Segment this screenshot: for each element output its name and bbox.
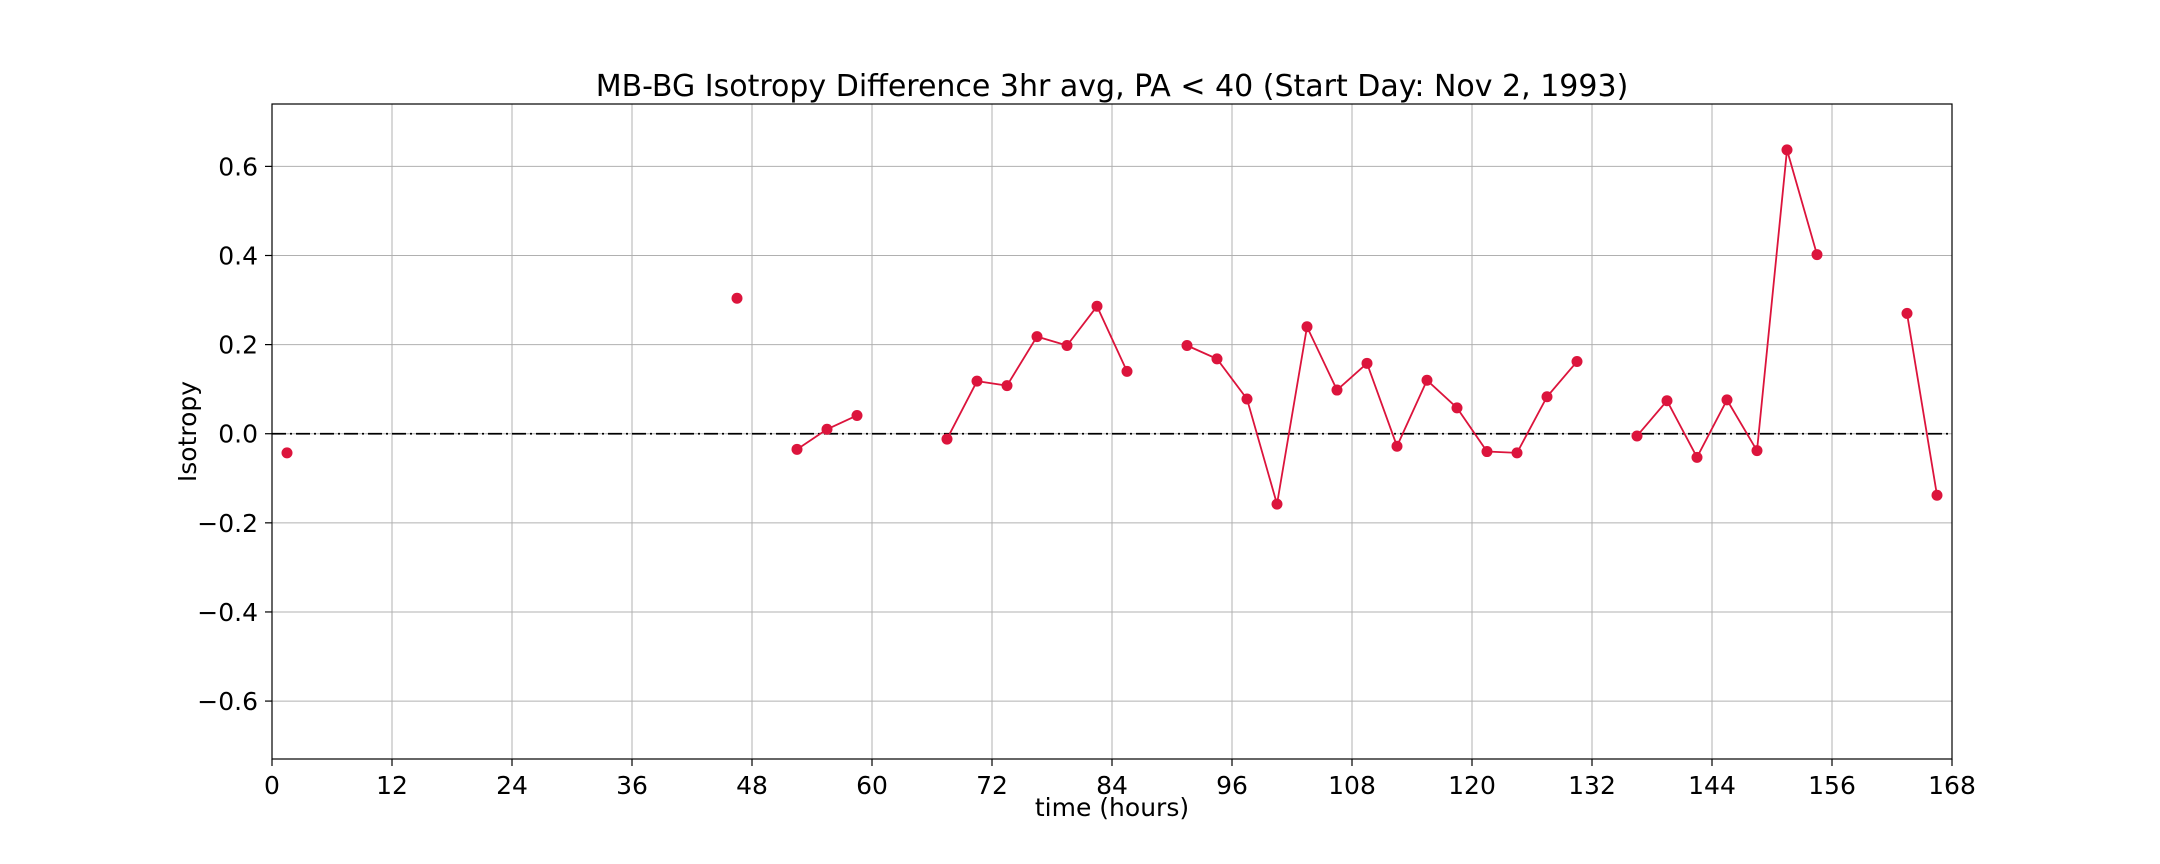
data-point bbox=[851, 409, 863, 421]
data-point bbox=[1901, 307, 1913, 319]
data-point bbox=[1241, 393, 1253, 405]
data-point bbox=[1391, 440, 1403, 452]
y-tick-label: −0.4 bbox=[197, 598, 258, 627]
series-line-segment bbox=[1636, 149, 1818, 460]
x-axis-ticks: 0 12 24 36 48 60 72 84 96 108 120 132 144 156 168 bbox=[264, 759, 1976, 800]
y-axis-title: Isotropy bbox=[173, 381, 202, 482]
x-tick-label: 120 bbox=[1448, 771, 1496, 800]
x-tick-label: 36 bbox=[616, 771, 648, 800]
x-tick-label: 24 bbox=[496, 771, 528, 800]
x-tick-label: 48 bbox=[736, 771, 768, 800]
data-point bbox=[1541, 391, 1553, 403]
series-line-segment bbox=[946, 304, 1128, 440]
data-point bbox=[1331, 384, 1343, 396]
data-point bbox=[1271, 498, 1283, 510]
data-point bbox=[1931, 489, 1943, 501]
data-point bbox=[1781, 144, 1793, 156]
data-point bbox=[1691, 451, 1703, 463]
data-point bbox=[1001, 380, 1013, 392]
x-tick-label: 72 bbox=[976, 771, 1008, 800]
x-tick-label: 0 bbox=[264, 771, 280, 800]
y-tick-label: 0.6 bbox=[218, 152, 258, 181]
y-axis-ticks: −0.6 −0.4 −0.2 0.0 0.2 0.4 0.6 bbox=[197, 152, 272, 716]
x-tick-label: 144 bbox=[1688, 771, 1736, 800]
x-tick-label: 132 bbox=[1568, 771, 1616, 800]
data-point bbox=[1661, 395, 1673, 407]
data-point bbox=[1481, 446, 1493, 458]
data-point bbox=[1751, 445, 1763, 457]
data-point bbox=[1721, 394, 1733, 406]
data-point bbox=[1631, 430, 1643, 442]
data-point bbox=[1361, 357, 1373, 369]
x-axis-title: time (hours) bbox=[1035, 793, 1189, 822]
y-tick-label: −0.2 bbox=[197, 509, 258, 538]
data-point bbox=[791, 443, 803, 455]
data-point bbox=[941, 433, 953, 445]
x-tick-label: 84 bbox=[1096, 771, 1128, 800]
data-series bbox=[281, 144, 1943, 510]
data-point bbox=[1571, 356, 1583, 368]
y-tick-label: 0.4 bbox=[218, 241, 258, 270]
data-point bbox=[1811, 249, 1823, 261]
data-point bbox=[281, 447, 293, 459]
x-tick-label: 156 bbox=[1808, 771, 1856, 800]
data-point bbox=[821, 423, 833, 435]
data-point bbox=[1031, 331, 1043, 343]
data-point bbox=[1421, 374, 1433, 386]
series-line-segment bbox=[1186, 323, 1578, 505]
x-tick-label: 60 bbox=[856, 771, 888, 800]
x-tick-label: 108 bbox=[1328, 771, 1376, 800]
data-point bbox=[1301, 321, 1313, 333]
y-tick-label: 0.2 bbox=[218, 331, 258, 360]
x-tick-label: 12 bbox=[376, 771, 408, 800]
y-tick-label: 0.0 bbox=[218, 420, 258, 449]
x-tick-label: 168 bbox=[1928, 771, 1976, 800]
data-point bbox=[1061, 340, 1073, 352]
data-point bbox=[1211, 353, 1223, 365]
series-line-segment bbox=[1906, 313, 1938, 496]
data-point bbox=[731, 292, 743, 304]
data-point bbox=[1181, 340, 1193, 352]
x-tick-label: 96 bbox=[1216, 771, 1248, 800]
data-point bbox=[971, 375, 983, 387]
data-point bbox=[1121, 365, 1133, 377]
data-point bbox=[1091, 300, 1103, 312]
data-point bbox=[1451, 402, 1463, 414]
y-tick-label: −0.6 bbox=[197, 687, 258, 716]
grid-lines bbox=[271, 104, 1953, 759]
chart-title: MB-BG Isotropy Difference 3hr avg, PA < … bbox=[596, 69, 1629, 104]
data-point bbox=[1511, 447, 1523, 459]
